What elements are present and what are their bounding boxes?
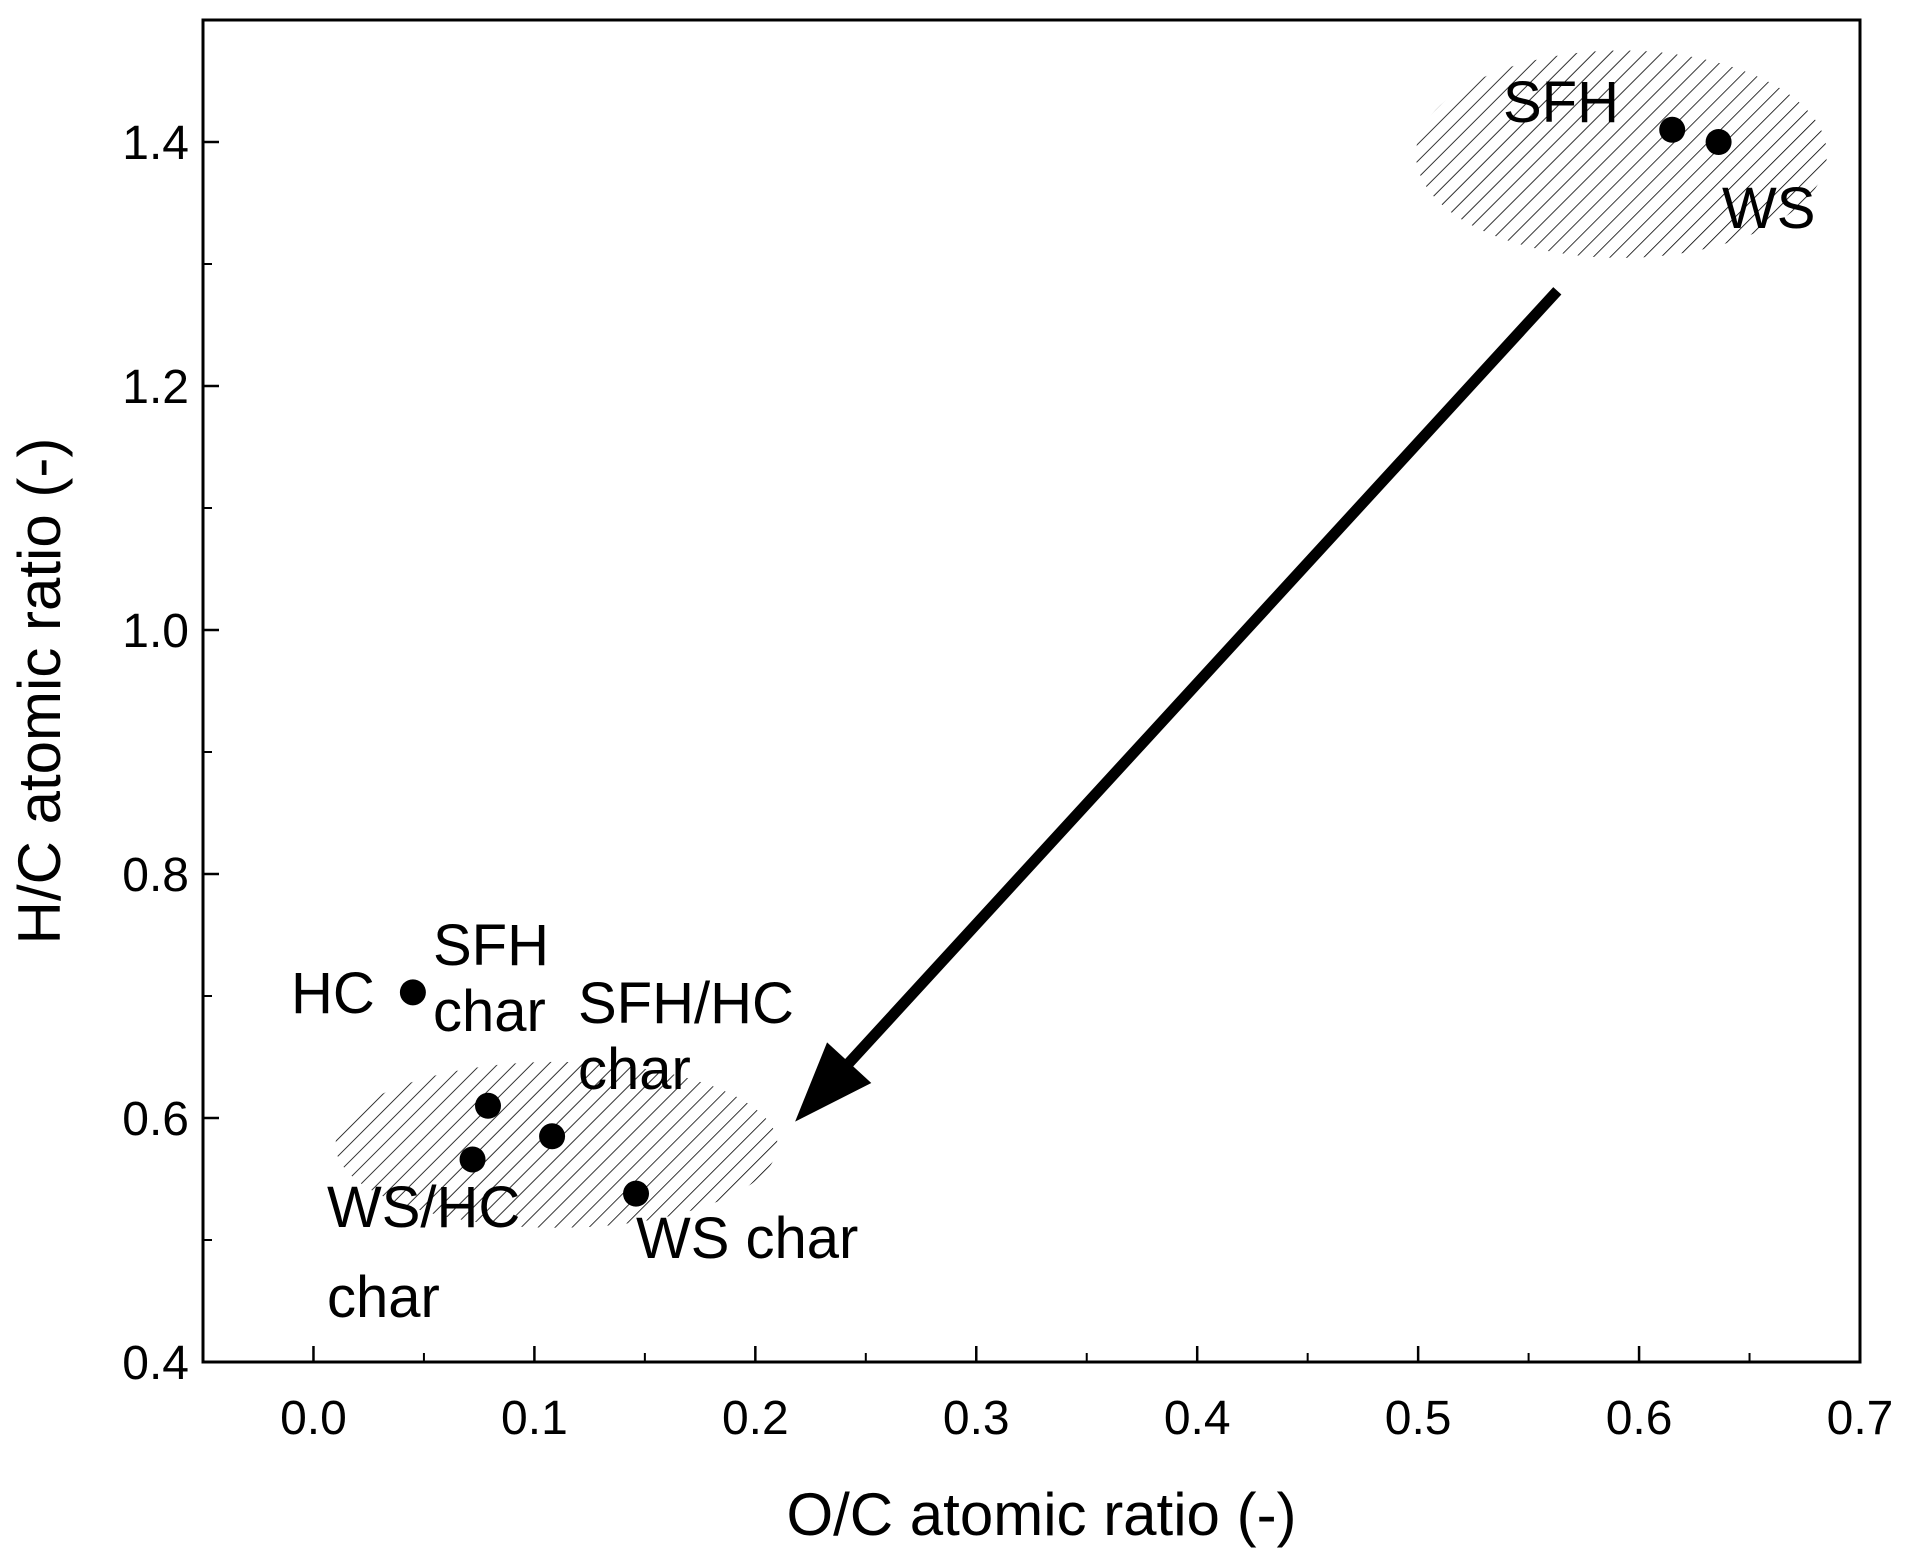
data-point [1705, 129, 1732, 155]
data-point [475, 1092, 502, 1119]
point-label: WS [1722, 176, 1815, 241]
y-tick-label: 1.2 [122, 361, 189, 414]
point-label: HC [291, 961, 375, 1026]
data-point [1659, 116, 1686, 143]
plot-frame [201, 18, 1862, 1364]
y-tick-label: 1.0 [122, 605, 189, 658]
y-axis-title: H/C atomic ratio (-) [6, 438, 73, 945]
point-label-line: HC [291, 961, 375, 1026]
y-tick-label: 1.4 [122, 117, 189, 170]
arrow-head [795, 1042, 872, 1122]
x-axis: 0.0 0.1 0.2 0.3 0.4 0.5 0.6 0.7 [202, 1346, 1894, 1445]
point-label: SFH char [433, 913, 549, 1044]
x-tick-label: 0.5 [1385, 1392, 1452, 1445]
point-label: SFH [1503, 70, 1619, 135]
x-tick-label: 0.4 [1164, 1392, 1231, 1445]
data-point [399, 979, 426, 1006]
data-point [459, 1146, 486, 1173]
point-label-line: SFH [1503, 70, 1619, 135]
arrow-shaft [838, 287, 1562, 1074]
point-label-line: SFH/HC [578, 971, 794, 1036]
point-label-line: WS/HC [327, 1175, 520, 1240]
data-point [539, 1123, 566, 1150]
y-tick-label: 0.4 [122, 1337, 189, 1390]
y-axis: 0.4 0.6 0.8 1.0 1.2 1.4 [122, 19, 219, 1390]
x-tick-label: 0.6 [1606, 1392, 1673, 1445]
point-label-line: SFH [433, 913, 549, 978]
hatched-regions [335, 50, 1827, 1228]
y-tick-label: 0.6 [122, 1093, 189, 1146]
point-label: WS/HC char [327, 1175, 520, 1330]
point-label-line: char [327, 1265, 440, 1330]
x-tick-label: 0.0 [280, 1392, 347, 1445]
point-label-line: WS [1722, 176, 1815, 241]
point-label: SFH/HC char [578, 971, 794, 1102]
x-axis-title: O/C atomic ratio (-) [786, 1481, 1296, 1548]
point-label-line: char [578, 1037, 691, 1102]
y-tick-label: 0.8 [122, 849, 189, 902]
x-tick-label: 0.2 [722, 1392, 789, 1445]
point-label: WS char [636, 1206, 858, 1271]
x-tick-label: 0.3 [943, 1392, 1010, 1445]
x-tick-label: 0.7 [1827, 1392, 1894, 1445]
data-point [623, 1180, 650, 1207]
point-label-line: WS char [636, 1206, 858, 1271]
data-points [399, 116, 1732, 1207]
raw-biomass-region [1415, 50, 1827, 258]
trend-arrow [795, 287, 1562, 1122]
point-label-line: char [433, 979, 546, 1044]
x-tick-label: 0.1 [501, 1392, 568, 1445]
